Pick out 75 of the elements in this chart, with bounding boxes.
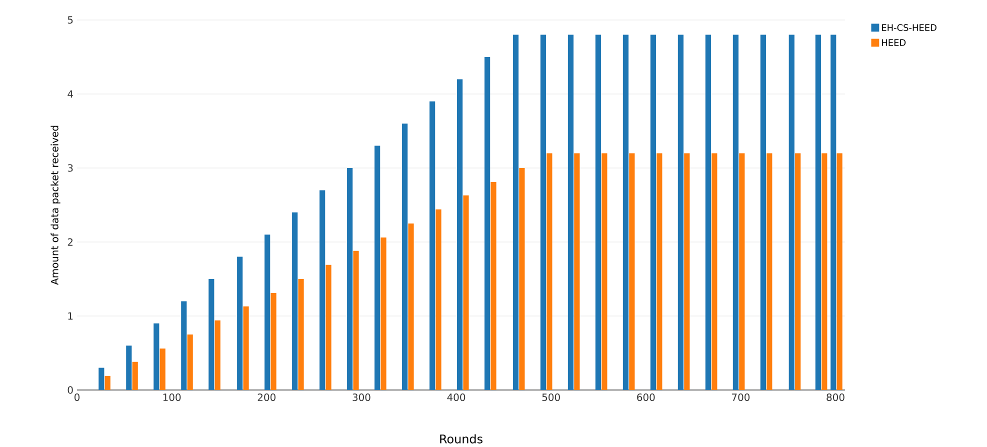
bar — [732, 34, 739, 390]
y-tick-label: 5 — [68, 16, 73, 24]
bar — [436, 210, 442, 390]
bar — [270, 293, 276, 390]
bar — [126, 346, 132, 390]
bar — [656, 153, 662, 390]
bar — [622, 34, 629, 390]
bar — [292, 212, 298, 390]
bar — [650, 34, 656, 390]
bar — [484, 57, 490, 390]
bar — [788, 34, 794, 390]
x-tick-label: 0 — [74, 394, 80, 402]
bar — [712, 153, 718, 390]
bar — [320, 190, 326, 390]
bar — [430, 102, 436, 390]
bar — [326, 265, 332, 390]
bar — [457, 79, 463, 390]
bar — [160, 348, 166, 390]
bar — [540, 34, 546, 390]
bar — [347, 168, 353, 390]
bar — [684, 153, 690, 390]
bar — [104, 376, 110, 390]
bar — [408, 224, 414, 390]
bar — [519, 168, 525, 390]
bar — [568, 34, 574, 390]
bar — [815, 34, 821, 390]
y-tick-label: 1 — [68, 312, 73, 320]
y-tick-label: 4 — [68, 90, 73, 98]
x-tick-label: 200 — [258, 394, 276, 402]
bar — [374, 146, 380, 390]
bar — [836, 153, 842, 390]
bar — [132, 362, 138, 390]
bar — [546, 153, 552, 390]
bar — [208, 279, 214, 390]
x-tick-label: 100 — [163, 394, 181, 402]
bar — [574, 153, 580, 390]
bar — [629, 153, 635, 390]
bar — [181, 301, 187, 390]
y-tick-label: 0 — [68, 386, 73, 394]
bar — [264, 234, 270, 390]
bar — [490, 182, 496, 390]
bar — [187, 334, 193, 390]
x-tick-label: 300 — [352, 394, 370, 402]
y-tick-label: 3 — [68, 164, 73, 172]
bar — [795, 153, 801, 390]
bar — [380, 238, 386, 390]
bar — [237, 256, 243, 390]
y-axis-title: Amount of data packet received — [50, 126, 60, 285]
bar — [822, 153, 828, 390]
x-tick-label: 800 — [826, 394, 844, 402]
bar — [214, 320, 220, 390]
bar — [705, 34, 712, 390]
bar — [243, 306, 249, 390]
legend-label: EH-CS-HEED — [882, 24, 936, 32]
legend-label: HEED — [882, 39, 906, 46]
bar — [402, 124, 408, 390]
bar — [760, 34, 766, 390]
bar — [766, 153, 772, 390]
bar — [298, 279, 304, 390]
y-tick-label: 2 — [68, 238, 72, 246]
bar — [98, 368, 104, 390]
x-tick-label: 700 — [732, 394, 750, 402]
bar — [739, 153, 745, 390]
bar — [830, 34, 836, 390]
bar — [353, 250, 359, 390]
x-tick-label: 400 — [447, 394, 466, 402]
bar — [602, 153, 608, 390]
bar — [154, 324, 160, 390]
x-tick-label: 600 — [637, 394, 655, 402]
bar — [463, 195, 469, 390]
x-axis-title: Rounds — [440, 434, 482, 444]
x-tick-label: 500 — [542, 394, 560, 402]
bar — [678, 34, 684, 390]
bar — [512, 34, 519, 390]
bar — [595, 34, 602, 390]
